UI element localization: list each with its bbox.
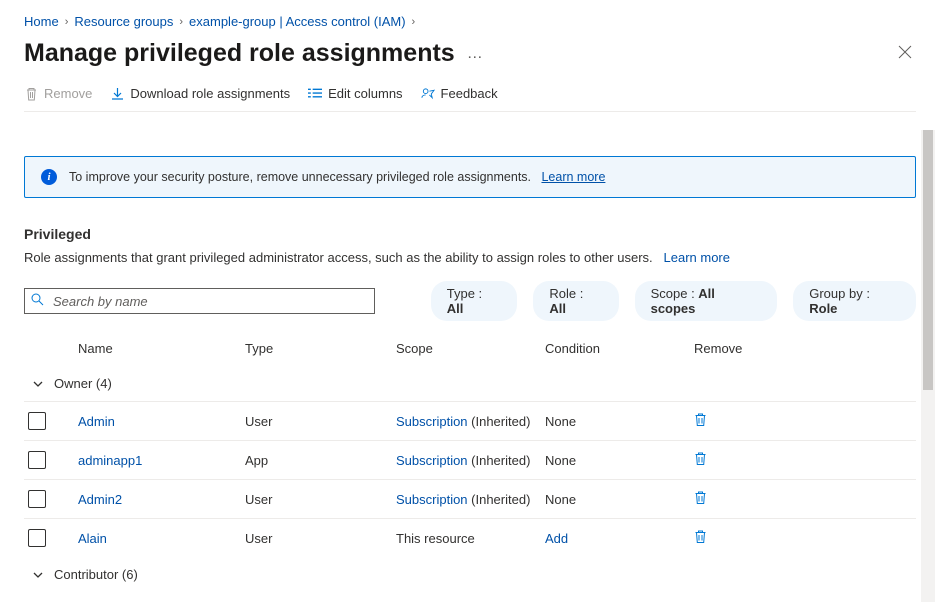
- table-header: Name Type Scope Condition Remove: [24, 331, 916, 366]
- breadcrumb-separator: ›: [412, 16, 416, 28]
- row-checkbox[interactable]: [28, 529, 46, 547]
- more-actions-button[interactable]: …: [467, 45, 484, 63]
- chevron-down-icon: [32, 378, 44, 390]
- section-title: Privileged: [24, 226, 916, 242]
- section-description: Role assignments that grant privileged a…: [24, 250, 916, 265]
- assignments-table: Name Type Scope Condition Remove Owner (…: [24, 331, 916, 592]
- download-label: Download role assignments: [130, 86, 290, 101]
- row-delete-button[interactable]: [694, 490, 707, 505]
- filter-group-by[interactable]: Group by : Role: [793, 281, 916, 321]
- search-box: [24, 288, 375, 314]
- toolbar: Remove Download role assignments Edit co…: [24, 86, 916, 112]
- close-button[interactable]: [894, 41, 916, 67]
- row-scope: This resource: [396, 531, 545, 546]
- row-delete-button[interactable]: [694, 412, 707, 427]
- group-header: Owner (4): [54, 376, 112, 391]
- row-checkbox[interactable]: [28, 412, 46, 430]
- feedback-icon: [421, 87, 435, 101]
- scope-link[interactable]: Subscription: [396, 414, 468, 429]
- table-row: adminapp1 AppSubscription (Inherited)None: [24, 440, 916, 479]
- row-type: User: [245, 531, 396, 546]
- condition-add-link[interactable]: Add: [545, 531, 568, 546]
- filters-row: Type : All Role : All Scope : All scopes…: [24, 281, 916, 321]
- scrollbar-thumb[interactable]: [923, 130, 933, 390]
- row-type: User: [245, 414, 396, 429]
- info-text: To improve your security posture, remove…: [69, 170, 531, 184]
- row-name-link[interactable]: Admin2: [78, 492, 122, 507]
- trash-icon: [24, 87, 38, 101]
- column-remove: Remove: [694, 341, 794, 356]
- row-checkbox[interactable]: [28, 451, 46, 469]
- column-condition[interactable]: Condition: [545, 341, 694, 356]
- row-scope: Subscription (Inherited): [396, 453, 545, 468]
- breadcrumb-separator: ›: [65, 16, 69, 28]
- table-row: Admin UserSubscription (Inherited)None: [24, 401, 916, 440]
- title-row: Manage privileged role assignments …: [24, 39, 916, 68]
- download-icon: [110, 87, 124, 101]
- group-row[interactable]: Owner (4): [24, 366, 916, 401]
- row-name-link[interactable]: Admin: [78, 414, 115, 429]
- info-bar: i To improve your security posture, remo…: [24, 156, 916, 198]
- columns-icon: [308, 87, 322, 101]
- feedback-button[interactable]: Feedback: [421, 86, 498, 101]
- download-button[interactable]: Download role assignments: [110, 86, 290, 101]
- edit-columns-button[interactable]: Edit columns: [308, 86, 402, 101]
- row-delete-button[interactable]: [694, 451, 707, 466]
- page-title: Manage privileged role assignments: [24, 39, 455, 68]
- group-row[interactable]: Contributor (6): [24, 557, 916, 592]
- chevron-down-icon: [32, 569, 44, 581]
- row-name-link[interactable]: Alain: [78, 531, 107, 546]
- info-icon: i: [41, 169, 57, 185]
- row-checkbox[interactable]: [28, 490, 46, 508]
- search-input[interactable]: [24, 288, 375, 314]
- close-icon: [898, 45, 912, 59]
- info-learn-more-link[interactable]: Learn more: [541, 170, 605, 184]
- filter-type[interactable]: Type : All: [431, 281, 518, 321]
- condition-value: None: [545, 492, 576, 507]
- feedback-label: Feedback: [441, 86, 498, 101]
- table-row: Alain UserThis resourceAdd: [24, 518, 916, 557]
- scope-link[interactable]: Subscription: [396, 453, 468, 468]
- breadcrumb-separator: ›: [179, 16, 183, 28]
- scope-link[interactable]: Subscription: [396, 492, 468, 507]
- filter-role[interactable]: Role : All: [533, 281, 618, 321]
- search-icon: [31, 293, 44, 309]
- row-scope: Subscription (Inherited): [396, 414, 545, 429]
- column-name[interactable]: Name: [78, 341, 245, 356]
- breadcrumb-item-home[interactable]: Home: [24, 14, 59, 29]
- section-learn-more-link[interactable]: Learn more: [664, 250, 730, 265]
- row-type: App: [245, 453, 396, 468]
- filter-scope[interactable]: Scope : All scopes: [635, 281, 778, 321]
- privileged-section: Privileged Role assignments that grant p…: [24, 226, 916, 592]
- group-header: Contributor (6): [54, 567, 138, 582]
- breadcrumb-item-example-group[interactable]: example-group | Access control (IAM): [189, 14, 406, 29]
- row-type: User: [245, 492, 396, 507]
- row-name-link[interactable]: adminapp1: [78, 453, 142, 468]
- remove-label: Remove: [44, 86, 92, 101]
- condition-value: None: [545, 453, 576, 468]
- breadcrumb: Home › Resource groups › example-group |…: [24, 14, 916, 29]
- column-type[interactable]: Type: [245, 341, 396, 356]
- condition-value: None: [545, 414, 576, 429]
- scrollbar[interactable]: [921, 130, 935, 602]
- table-row: Admin2 UserSubscription (Inherited)None: [24, 479, 916, 518]
- row-scope: Subscription (Inherited): [396, 492, 545, 507]
- breadcrumb-item-resource-groups[interactable]: Resource groups: [74, 14, 173, 29]
- row-delete-button[interactable]: [694, 529, 707, 544]
- remove-button: Remove: [24, 86, 92, 101]
- edit-columns-label: Edit columns: [328, 86, 402, 101]
- column-scope[interactable]: Scope: [396, 341, 545, 356]
